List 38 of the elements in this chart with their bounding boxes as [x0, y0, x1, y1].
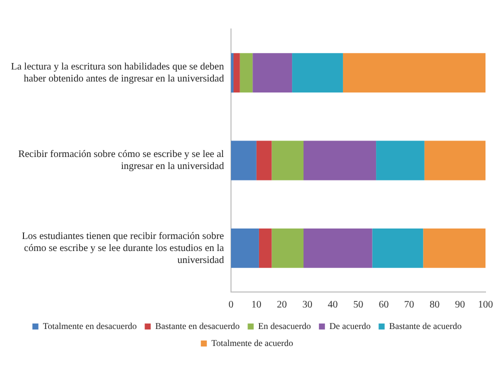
legend-label: Bastante de acuerdo [389, 320, 462, 331]
bar [304, 228, 372, 268]
legend-label: Totalmente en desacuerdo [42, 320, 138, 331]
x-tick-label: 10 [251, 300, 262, 311]
x-tick-label: 100 [478, 300, 493, 311]
bar [258, 228, 272, 268]
x-tick-label: 20 [276, 300, 287, 311]
x-tick-label: 30 [302, 300, 312, 311]
x-tick-label: 50 [353, 300, 364, 311]
legend-label: De acuerdo [329, 320, 372, 331]
bar [292, 53, 343, 93]
bar [272, 140, 304, 180]
bar [372, 228, 424, 268]
bar [423, 228, 486, 268]
bar [252, 53, 292, 93]
x-tick-label: 90 [455, 300, 466, 311]
legend-label: Totalmente de acuerdo [211, 338, 294, 348]
x-tick-label: 40 [328, 300, 338, 311]
bar [342, 53, 486, 93]
bar [230, 140, 256, 180]
bar [256, 140, 272, 180]
bar [230, 228, 259, 268]
bar [304, 140, 376, 180]
y-tick-label: Recibir formación sobre cómo se escribe y se lee al ingresar en la universidad [18, 149, 224, 172]
bar [424, 140, 486, 180]
bar [234, 53, 240, 93]
x-tick-label: 0 [228, 300, 234, 311]
x-tick-label: 60 [378, 300, 389, 311]
bar [240, 53, 253, 93]
x-tick-label: 70 [404, 300, 414, 311]
y-tick-label: Los estudiantes tienen que recibir formación sobre cómo se escribe y se lee durante los estudios en la universidad [22, 230, 225, 266]
bar [272, 228, 304, 268]
legend-label: Bastante en desacuerdo [155, 320, 240, 331]
y-tick-label: La lectura y la escritura son habilidades que se deben haber obtenido antes de ingresar en la universidad [11, 61, 224, 84]
bar [376, 140, 424, 180]
x-tick-label: 80 [430, 300, 440, 311]
legend-label: En desacuerdo [258, 320, 312, 331]
bar [230, 53, 234, 93]
